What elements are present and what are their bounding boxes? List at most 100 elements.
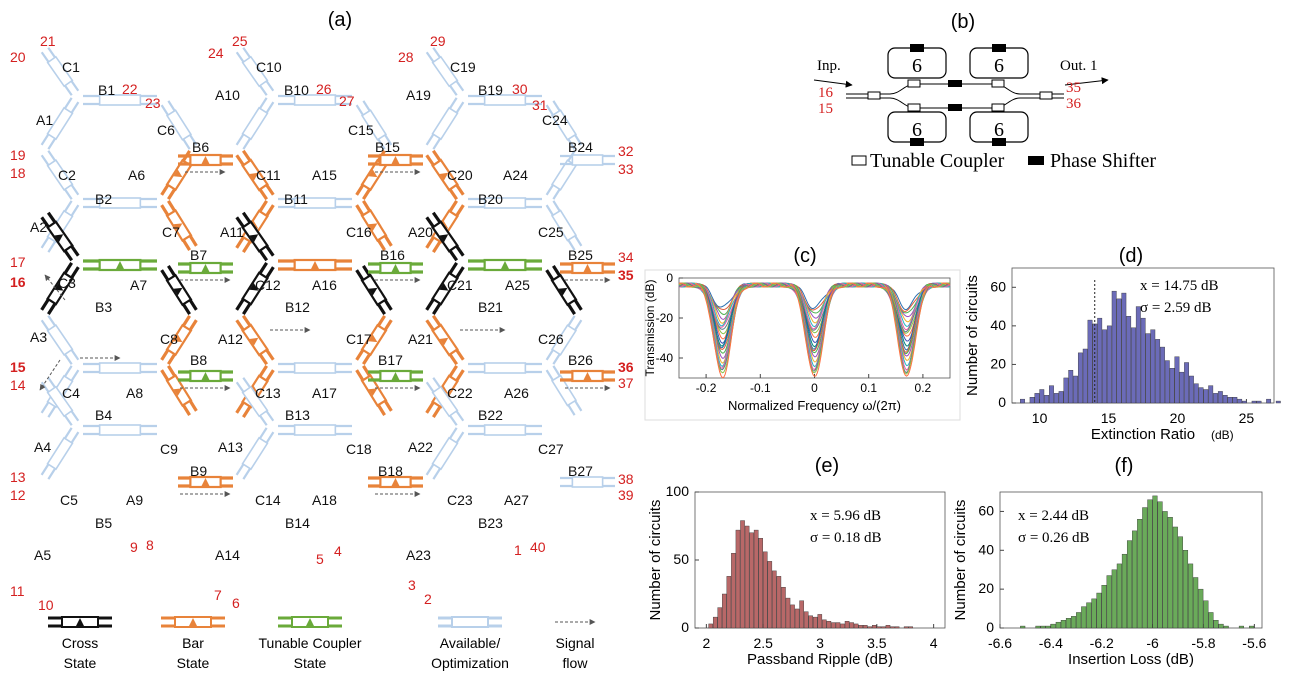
x-axis-label: Insertion Loss (dB) xyxy=(1068,651,1194,668)
element-B17 xyxy=(368,369,423,383)
legend-marker xyxy=(76,618,84,626)
x-tick-label: -6 xyxy=(1146,635,1159,651)
phase-marker xyxy=(391,264,400,272)
legend-label: State xyxy=(177,655,210,671)
histogram-bar xyxy=(1208,385,1214,404)
histogram-bar xyxy=(1137,519,1143,629)
histogram-bar xyxy=(1203,600,1209,629)
element-C10 xyxy=(235,47,275,96)
phase-shifter xyxy=(948,80,962,87)
port-19: 19 xyxy=(10,147,26,163)
histogram-bar xyxy=(1116,563,1122,629)
port-22: 22 xyxy=(122,81,138,97)
histogram-bar xyxy=(1121,553,1127,629)
phase-marker xyxy=(54,282,64,291)
element-label-C25: C25 xyxy=(538,224,564,240)
transmission-trace xyxy=(678,282,951,371)
histogram-bar xyxy=(822,619,827,629)
element-label-C17: C17 xyxy=(346,331,372,347)
element-label-A14: A14 xyxy=(215,547,240,563)
phase-marker xyxy=(173,334,183,343)
element-B5 xyxy=(83,424,157,436)
histogram-bar xyxy=(1087,319,1093,404)
histogram-bar xyxy=(849,622,854,629)
tunable-coupler xyxy=(1039,91,1053,100)
element-label-A13: A13 xyxy=(218,439,243,455)
histogram-bar xyxy=(1132,530,1138,629)
histogram-bar xyxy=(1256,400,1262,404)
histogram-bar xyxy=(781,587,786,629)
element-A8 xyxy=(160,314,198,366)
port-24: 24 xyxy=(208,45,224,61)
element-label-A11: A11 xyxy=(220,224,244,240)
histogram-bar xyxy=(712,616,718,629)
histogram-bar xyxy=(903,626,909,629)
coupler-box xyxy=(98,197,142,209)
histogram-bar xyxy=(867,626,873,629)
ring-label: 6 xyxy=(994,55,1004,77)
histogram-bar xyxy=(1106,325,1112,404)
element-label-C22: C22 xyxy=(447,385,473,401)
element-label-C27: C27 xyxy=(538,441,564,457)
y-tick-label: 20 xyxy=(978,580,994,596)
histogram-bar xyxy=(1162,511,1168,629)
transmission-trace xyxy=(678,282,951,331)
element-B9 xyxy=(178,475,233,489)
coupler-box xyxy=(550,209,578,242)
state-legend: Cross State Bar State Tunable Coupler State Av… xyxy=(48,616,596,671)
coupler-box xyxy=(550,324,578,356)
histogram-bar xyxy=(835,622,841,629)
element-label-C24: C24 xyxy=(542,112,568,128)
histogram-bar xyxy=(1040,625,1046,629)
histogram-bar xyxy=(853,623,859,629)
histogram-bar xyxy=(1082,348,1088,404)
element-C21 xyxy=(425,211,465,262)
transmission-trace xyxy=(678,282,951,344)
element-A10 xyxy=(235,97,275,150)
histogram-bar xyxy=(1167,517,1173,629)
histogram-bar xyxy=(1182,550,1189,629)
histogram-bar xyxy=(762,551,768,629)
element-label-A26: A26 xyxy=(504,385,529,401)
output-port: 35 xyxy=(1066,80,1081,96)
element-B1 xyxy=(83,94,157,106)
legend-label: Signal xyxy=(556,635,595,651)
histogram-bar xyxy=(1097,317,1103,404)
element-label-B20: B20 xyxy=(478,191,503,207)
histogram-bar xyxy=(1213,620,1219,629)
element-B24 xyxy=(560,154,615,166)
histogram-bar xyxy=(1242,400,1247,404)
y-tick-label: 0 xyxy=(986,619,994,635)
x-tick-label: 3 xyxy=(816,635,824,651)
phase-marker xyxy=(201,478,210,486)
element-label-B9: B9 xyxy=(190,463,207,479)
histogram-bar xyxy=(894,626,900,629)
coupler-box xyxy=(571,476,604,488)
histogram-bar xyxy=(876,626,882,629)
transmission-trace xyxy=(678,282,951,328)
y-axis-label: Number of circuits xyxy=(952,500,969,621)
histogram-bar xyxy=(1111,290,1117,404)
element-A1 xyxy=(40,97,80,150)
phase-marker xyxy=(439,337,449,346)
phase-marker xyxy=(249,337,259,346)
phase-marker xyxy=(173,388,183,397)
transmission-trace xyxy=(678,282,951,379)
element-label-B12: B12 xyxy=(285,299,310,315)
port-30: 30 xyxy=(512,81,528,97)
element-label-B25: B25 xyxy=(568,247,593,263)
transmission-trace xyxy=(678,282,951,351)
phase-marker xyxy=(583,372,592,380)
element-label-A3: A3 xyxy=(30,329,47,345)
histogram-bar xyxy=(858,625,863,629)
histogram-bar xyxy=(1150,329,1156,404)
histogram-bar xyxy=(776,576,782,629)
phase-marker xyxy=(391,478,400,486)
phase-marker xyxy=(558,287,568,296)
transmission-trace xyxy=(678,282,951,374)
x-tick-label: 20 xyxy=(1170,410,1186,426)
coupler-box xyxy=(46,106,74,141)
histogram-bar xyxy=(1044,395,1050,404)
y-axis-label: Number of circuits xyxy=(964,275,981,396)
